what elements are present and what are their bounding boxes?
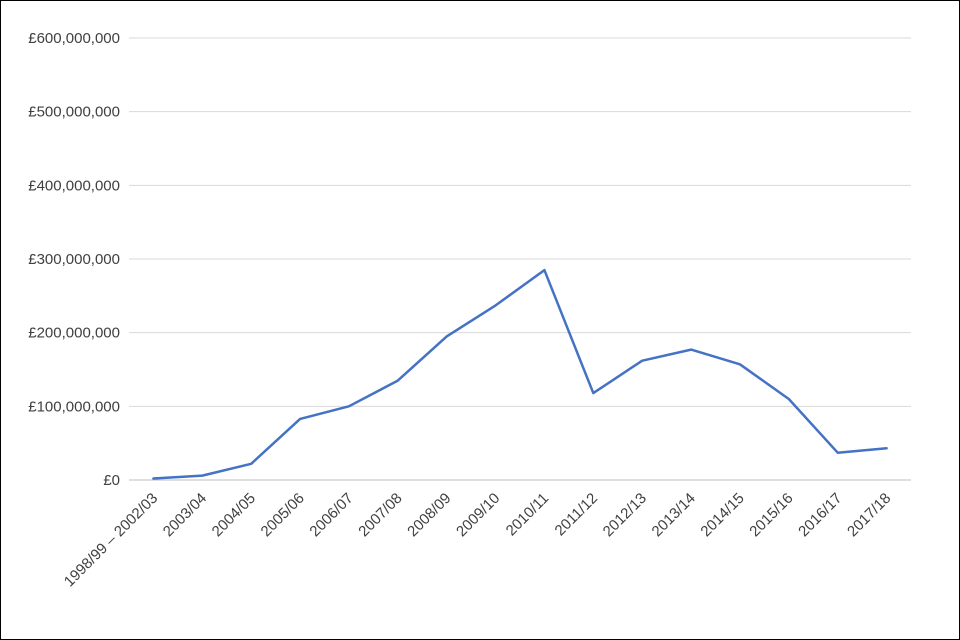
series-line — [152, 268, 888, 480]
x-axis-tick-label: 2004/05 — [209, 490, 259, 540]
y-axis-tick-label: £0 — [103, 472, 120, 489]
x-axis-tick-label: 1998/99 – 2002/03 — [61, 490, 161, 590]
x-axis-tick-label: 2009/10 — [453, 490, 503, 540]
y-axis-tick-label: £300,000,000 — [28, 251, 120, 268]
x-axis-tick-label: 2008/09 — [404, 490, 454, 540]
x-axis-tick-label: 2015/16 — [746, 490, 796, 540]
x-axis-tick-label: 2016/17 — [795, 490, 845, 540]
x-axis-tick-label: 2011/12 — [552, 490, 602, 540]
y-axis-tick-label: £500,000,000 — [28, 104, 120, 121]
y-axis-tick-label: £400,000,000 — [28, 177, 120, 194]
x-axis-tick-label: 2010/11 — [503, 490, 553, 540]
y-axis-tick-label: £200,000,000 — [28, 325, 120, 342]
x-axis-tick-label: 2005/06 — [258, 490, 308, 540]
y-axis-tick-label: £100,000,000 — [28, 398, 120, 415]
x-axis-tick-label: 2007/08 — [355, 490, 405, 540]
x-axis-tick-label: 2013/14 — [649, 490, 699, 540]
x-axis-tick-label: 2003/04 — [160, 490, 210, 540]
x-axis-tick-label: 2006/07 — [306, 490, 356, 540]
x-axis-tick-label: 2014/15 — [697, 490, 747, 540]
y-axis-tick-label: £600,000,000 — [28, 30, 120, 47]
x-axis-tick-label: 2017/18 — [844, 490, 894, 540]
x-axis-tick-label: 2012/13 — [600, 490, 650, 540]
